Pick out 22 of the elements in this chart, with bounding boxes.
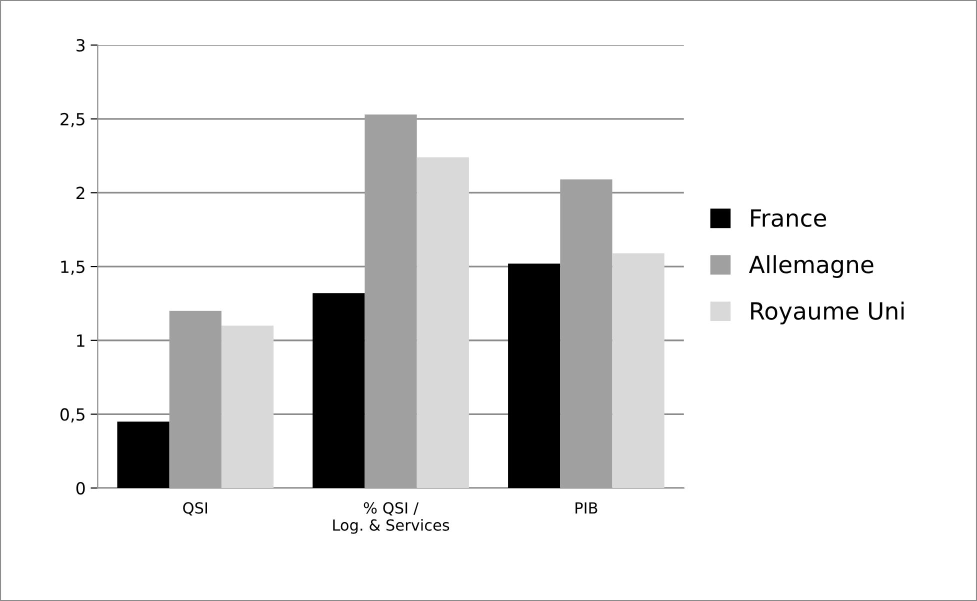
bar — [612, 253, 664, 488]
legend-label: Allemagne — [748, 255, 874, 278]
bar — [364, 114, 417, 488]
bar — [169, 310, 222, 488]
bar — [221, 326, 274, 488]
bar — [312, 293, 365, 488]
legend-label: France — [751, 209, 826, 227]
y-tick-label: 0,5 — [60, 408, 84, 422]
y-tick-label: 2,5 — [60, 112, 84, 128]
legend-label: Royaume Uni — [751, 302, 904, 324]
x-tick-label: % QSI / Log. & Services — [333, 502, 450, 534]
bar — [508, 264, 560, 488]
y-tick-label: 1 — [77, 334, 84, 347]
y-tick-label: 1,5 — [61, 260, 84, 275]
bar — [117, 422, 170, 488]
x-tick-label: PIB — [576, 502, 598, 514]
y-tick-label: 3 — [76, 39, 85, 52]
x-tick-label: QSI — [183, 502, 208, 516]
bar — [416, 157, 469, 488]
y-tick-label: 2 — [76, 186, 84, 200]
y-tick-label: 0 — [76, 482, 85, 495]
bar — [560, 179, 612, 488]
